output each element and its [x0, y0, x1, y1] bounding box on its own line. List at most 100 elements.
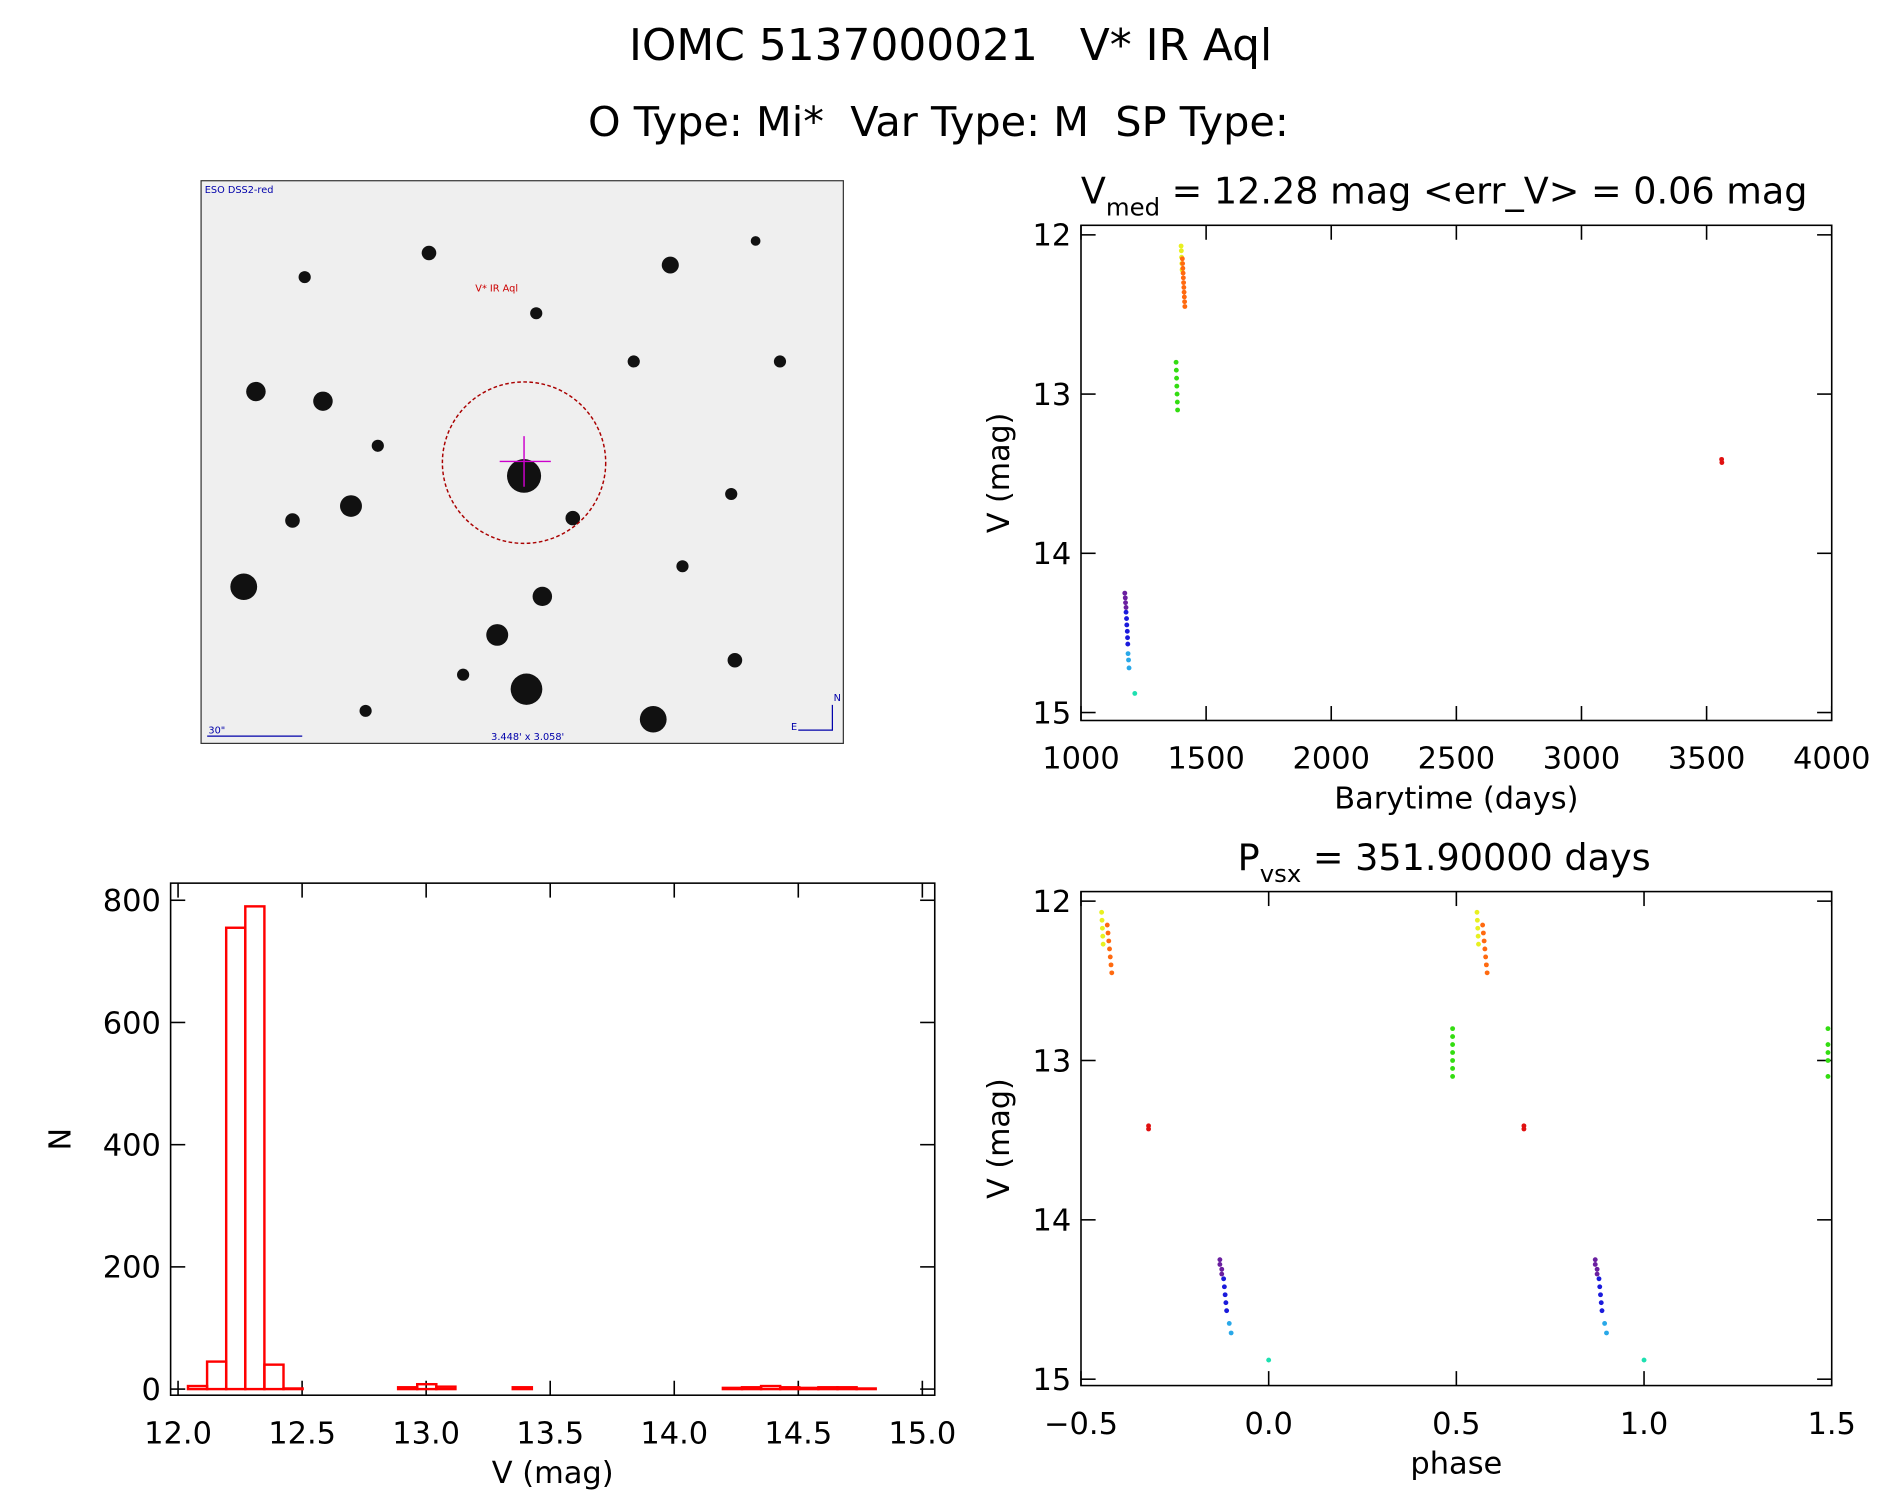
point — [1450, 1042, 1456, 1047]
point — [1219, 1271, 1225, 1277]
point — [1126, 657, 1131, 663]
point — [1122, 590, 1128, 596]
point — [1146, 1126, 1151, 1132]
point — [1450, 1050, 1456, 1055]
point — [1181, 280, 1187, 286]
x-axis-label: phase — [1410, 1447, 1502, 1482]
title-part: = 12.28 mag <err_V> = 0.06 mag — [1160, 170, 1807, 213]
point — [1099, 909, 1105, 915]
point — [1825, 1042, 1831, 1047]
x-tick-label: 13.0 — [392, 1417, 460, 1452]
point — [1483, 962, 1489, 968]
point — [1100, 933, 1106, 939]
point — [1450, 1034, 1456, 1039]
point — [1450, 1026, 1456, 1032]
point — [1474, 909, 1480, 915]
x-tick-label: 3500 — [1668, 742, 1746, 777]
x-tick-label: 12.0 — [144, 1417, 212, 1452]
point — [1825, 1050, 1831, 1055]
image-north: N — [834, 693, 841, 704]
image-east: E — [791, 722, 797, 733]
point — [1474, 917, 1480, 923]
point — [1480, 930, 1486, 936]
point — [1825, 1074, 1831, 1079]
y-tick-label: 12 — [1032, 219, 1071, 254]
point — [1105, 930, 1111, 936]
point — [1476, 941, 1481, 947]
x-tick-label: 0.0 — [1244, 1407, 1292, 1442]
point — [1173, 359, 1179, 365]
point — [1602, 1321, 1608, 1326]
y-tick-label: 14 — [1032, 1204, 1071, 1239]
x-axis-label: V (mag) — [492, 1456, 614, 1491]
x-tick-label: 14.0 — [640, 1417, 708, 1452]
plot-frame — [1080, 890, 1833, 1387]
x-tick-label: 13.5 — [516, 1417, 584, 1452]
point — [1217, 1257, 1223, 1263]
point — [1219, 1266, 1225, 1272]
point — [1483, 954, 1489, 960]
point — [1217, 1262, 1223, 1267]
point — [1107, 946, 1112, 952]
y-tick-label: 800 — [103, 884, 161, 919]
point — [1109, 970, 1115, 976]
x-tick-label: 1.5 — [1807, 1407, 1855, 1442]
point — [1132, 691, 1138, 696]
y-tick-label: 15 — [1032, 697, 1071, 732]
bar — [721, 1386, 744, 1391]
point — [1123, 605, 1129, 610]
point — [1597, 1284, 1603, 1290]
image-source: ESO DSS2-red — [205, 185, 274, 196]
x-tick-label: 0.5 — [1432, 1407, 1480, 1442]
point — [1182, 304, 1188, 309]
point — [1641, 1357, 1647, 1363]
bar — [511, 1386, 534, 1391]
image-target: V* IR Aql — [475, 284, 518, 295]
y-tick-label: 200 — [103, 1251, 161, 1286]
y-tick-label: 13 — [1032, 1044, 1071, 1079]
chart-title: Vmed = 12.28 mag <err_V> = 0.06 mag — [1081, 170, 1808, 222]
bar — [836, 1386, 858, 1391]
point — [1180, 261, 1186, 266]
x-tick-label: 4000 — [1793, 742, 1871, 777]
point — [1592, 1262, 1598, 1267]
bar — [263, 1363, 285, 1391]
point — [1174, 375, 1180, 381]
bar — [435, 1385, 457, 1391]
y-tick-label: 400 — [103, 1129, 161, 1164]
sky-image: ESO DSS2-red V* IR Aql 30" 3.448' x 3.05… — [200, 180, 844, 744]
point — [1599, 1308, 1605, 1314]
point — [1125, 651, 1131, 657]
point — [1825, 1058, 1831, 1063]
x-axis-label: Barytime (days) — [1334, 782, 1578, 817]
point — [1124, 628, 1130, 634]
point — [1100, 941, 1106, 947]
y-tick-label: 15 — [1032, 1363, 1071, 1398]
plot-frame — [1080, 224, 1833, 722]
point — [1178, 243, 1184, 249]
point — [1174, 383, 1180, 389]
point — [1099, 917, 1105, 923]
bar — [205, 1360, 228, 1391]
point — [1122, 595, 1128, 601]
y-axis-label: V (mag) — [982, 1078, 1017, 1199]
bar — [759, 1384, 782, 1391]
bar — [282, 1387, 304, 1391]
x-tick-label: 2000 — [1292, 742, 1370, 777]
point — [1104, 922, 1110, 928]
point — [1123, 609, 1129, 615]
point — [1484, 970, 1490, 976]
point — [1598, 1292, 1603, 1298]
y-tick-label: 14 — [1032, 537, 1071, 572]
point — [1719, 460, 1725, 465]
page-subtitle: O Type: Mi* Var Type: M SP Type: — [588, 98, 1289, 146]
point — [1223, 1300, 1229, 1306]
point — [1123, 600, 1128, 606]
title-subscript: vsx — [1260, 860, 1302, 888]
point — [1228, 1330, 1234, 1336]
point — [1825, 1026, 1831, 1032]
point — [1179, 256, 1185, 262]
point — [1124, 622, 1130, 628]
point — [1521, 1126, 1527, 1132]
